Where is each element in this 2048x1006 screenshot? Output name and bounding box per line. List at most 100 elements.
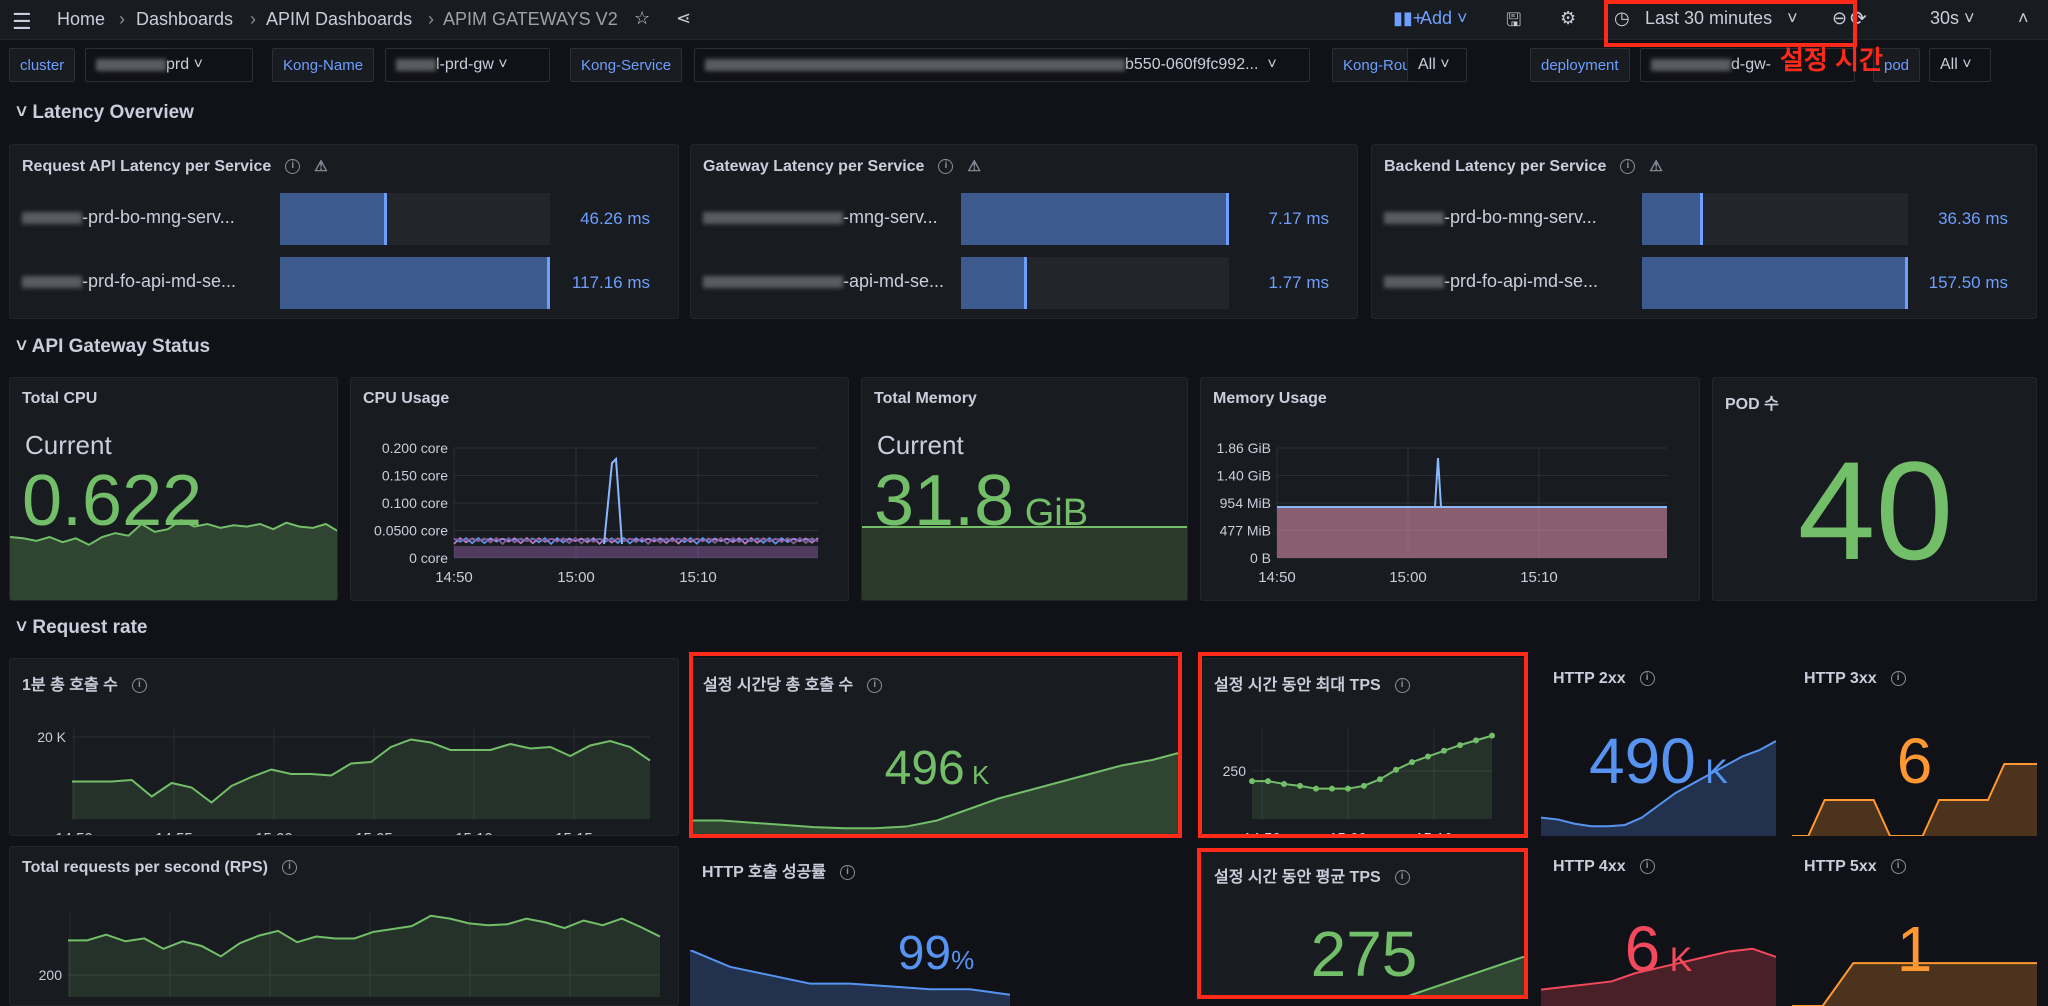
warning-icon[interactable]: ⚠ (1649, 158, 1663, 175)
service-label: -api-md-se... (843, 271, 945, 291)
clock-icon: ◷ (1614, 8, 1630, 28)
service-name: -api-md-se... (703, 271, 944, 292)
panel-title: HTTP 4xx (1553, 858, 1626, 875)
panel-http-2xx: HTTP 2xx i 490 K (1541, 658, 1776, 836)
panel-title: HTTP 2xx (1553, 670, 1626, 687)
info-icon[interactable]: i (1890, 671, 1906, 687)
stat-caption: Current (877, 430, 964, 460)
info-icon[interactable]: i (1639, 859, 1655, 875)
variable-pod-select[interactable]: All ˅ (1929, 48, 1991, 82)
info-icon[interactable]: i (938, 159, 954, 175)
refresh-interval-picker[interactable]: 30s ˅ (1930, 8, 1975, 28)
y-tick-label: 250 (1223, 763, 1247, 779)
data-point (1409, 759, 1415, 766)
variable-value: b550-060f9fc992... (1125, 56, 1259, 73)
sparkline-area (1541, 741, 1776, 836)
panel-latency-0: Request API Latency per Service i ⚠ -prd-bo… (9, 144, 679, 319)
redacted (703, 212, 843, 225)
add-button[interactable]: Add ˅ (1420, 8, 1468, 28)
row-api-gateway-status[interactable]: ˅ API Gateway Status (16, 336, 211, 357)
http3xx-sparkline (1792, 763, 2037, 836)
sparkline-line (1792, 962, 2037, 1006)
collapse-icon[interactable]: ˄ (2018, 8, 2029, 28)
per-minute-chart: 20 K14:5014:5515:0015:0515:1015:15Reques… (37, 729, 651, 836)
sparkline-area (691, 752, 1181, 835)
warning-icon[interactable]: ⚠ (314, 158, 328, 175)
series-area (1252, 735, 1492, 819)
info-icon[interactable]: i (839, 865, 855, 881)
row-latency-overview[interactable]: ˅ Latency Overview (16, 102, 194, 123)
panel-http-5xx: HTTP 5xx i 1 (1792, 846, 2037, 1006)
zoom-out-icon[interactable]: ⊖ (1832, 8, 1848, 28)
save-icon[interactable]: 🖫 (1506, 10, 1522, 30)
data-point (1393, 766, 1399, 773)
star-icon[interactable]: ☆ (634, 8, 651, 28)
annotation-label: 설정 시간 (1780, 45, 1883, 75)
variable-kong-service-select[interactable]: b550-060f9fc992... ˅ (694, 48, 1310, 82)
variable-deployment-select[interactable]: d-gw- (1640, 48, 1855, 82)
panel-total-calls: 설정 시간당 총 호출 수 i 496 K (690, 658, 1182, 836)
data-point (1345, 785, 1351, 792)
panel-avg-tps: 설정 시간 동안 평균 TPS i 275 (1201, 850, 1525, 999)
info-icon[interactable]: i (1620, 159, 1636, 175)
x-tick-label: 14:50 (435, 569, 473, 586)
info-icon[interactable]: i (1890, 859, 1906, 875)
panel-rps: Total requests per second (RPS) i 20014:5… (9, 846, 679, 1006)
x-tick-label: 15:10 (1415, 830, 1453, 836)
http2xx-sparkline (1541, 740, 1776, 836)
breadcrumb-home[interactable]: Home (57, 9, 106, 29)
y-tick-label: 0 B (1250, 550, 1271, 566)
info-icon[interactable]: i (131, 678, 147, 694)
cpu-sparkline (10, 518, 337, 600)
row-request-rate[interactable]: ˅ Request rate (16, 617, 148, 638)
service-label: -prd-bo-mng-serv... (82, 207, 235, 227)
stat-value: 0.622 (22, 461, 203, 541)
info-icon[interactable]: i (281, 860, 297, 876)
panel-http-3xx: HTTP 3xx i 6 (1792, 658, 2037, 836)
sparkline-area (1541, 948, 1776, 1006)
latency-bar-fill (280, 257, 550, 309)
x-tick-label: 15:15 (555, 830, 593, 836)
info-icon[interactable]: i (867, 678, 883, 694)
x-tick-label: 15:10 (1520, 569, 1558, 586)
stat-value: 99% (690, 926, 1182, 981)
refresh-icon[interactable]: ⟳ (1850, 8, 1867, 30)
stat-number: 99 (897, 927, 952, 980)
info-icon[interactable]: i (1639, 671, 1655, 687)
variable-kong-name-select[interactable]: l-prd-gw ˅ (385, 48, 550, 82)
redacted (1384, 212, 1444, 225)
stat-value: 1 (1896, 913, 1933, 985)
panel-title: 설정 시간 동안 최대 TPS (1214, 677, 1381, 694)
x-tick-label: 15:00 (557, 569, 595, 586)
service-name: -prd-fo-api-md-se... (22, 271, 236, 292)
redacted (96, 58, 166, 71)
variable-value: l-prd-gw (436, 56, 494, 73)
menu-icon[interactable]: ☰ (12, 9, 32, 34)
sparkline-line (10, 518, 337, 546)
time-range-picker[interactable]: Last 30 minutes ˅ (1645, 8, 1798, 28)
data-point (1281, 780, 1287, 787)
stat-value: 6 (1896, 725, 1933, 797)
variable-kong-route-select[interactable]: All ˅ (1407, 48, 1467, 82)
breadcrumb-dashboards[interactable]: Dashboards (136, 9, 234, 29)
data-point (1425, 753, 1431, 760)
variable-cluster-select[interactable]: prd ˅ (85, 48, 253, 82)
share-icon[interactable]: ⋖ (676, 8, 692, 28)
info-icon[interactable]: i (1394, 870, 1410, 886)
stat-unit: K (971, 760, 990, 790)
redacted (703, 276, 843, 289)
breadcrumb-apim-dashboards[interactable]: APIM Dashboards (266, 9, 413, 29)
data-point (1361, 782, 1367, 789)
latency-bar-fill (1642, 257, 1908, 309)
service-label: -prd-bo-mng-serv... (1444, 207, 1597, 227)
latency-bar-fill (961, 257, 1028, 309)
variable-value: prd (166, 56, 190, 73)
row-title: Latency Overview (32, 102, 194, 123)
sparkline-area (1792, 764, 2037, 836)
info-icon[interactable]: i (285, 159, 301, 175)
warning-icon[interactable]: ⚠ (967, 158, 981, 175)
latency-value: 157.50 ms (1928, 273, 2008, 292)
info-icon[interactable]: i (1394, 678, 1410, 694)
latency-bar (1642, 193, 1908, 245)
gear-icon[interactable]: ⚙ (1560, 8, 1577, 28)
